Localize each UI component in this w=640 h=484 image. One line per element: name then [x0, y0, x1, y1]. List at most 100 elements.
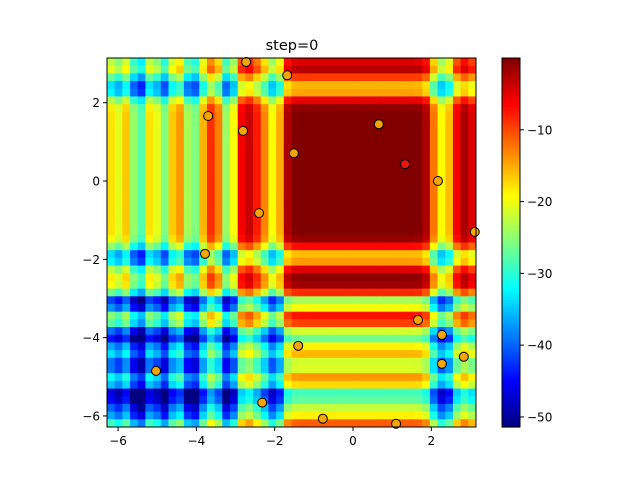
heatmap-cell [130, 196, 139, 205]
heatmap-cell [306, 211, 316, 220]
heatmap-cell [168, 181, 177, 190]
heatmap-cell [191, 403, 200, 413]
heatmap-cell [468, 142, 477, 151]
heatmap-cell [176, 173, 185, 182]
heatmap-cell [399, 211, 408, 220]
heatmap-cell [199, 342, 208, 351]
heatmap-cell [122, 188, 131, 197]
heatmap-cell [276, 173, 285, 182]
colorbar-segment [502, 179, 520, 183]
heatmap-cell [199, 73, 208, 82]
heatmap-cell [222, 119, 231, 128]
colorbar-segment [502, 418, 520, 422]
heatmap-cell [452, 242, 462, 251]
heatmap-cell [337, 380, 346, 390]
heatmap-cell [360, 296, 369, 305]
heatmap-cell [237, 65, 246, 74]
heatmap-cell [206, 265, 216, 274]
heatmap-cell [222, 319, 231, 328]
heatmap-cell [283, 257, 292, 267]
heatmap-cell [383, 311, 392, 320]
heatmap-cell [122, 127, 131, 136]
heatmap-cell [130, 134, 139, 144]
heatmap-cell [253, 411, 262, 420]
heatmap-cell [291, 388, 300, 397]
heatmap-cell [245, 165, 254, 174]
heatmap-cell [237, 181, 246, 190]
heatmap-cell [360, 81, 369, 90]
heatmap-cell [460, 319, 469, 328]
heatmap-cell [422, 265, 431, 274]
heatmap-cell [276, 134, 285, 144]
heatmap-cell [353, 365, 362, 374]
heatmap-cell [291, 196, 300, 205]
colorbar-segment [502, 386, 520, 391]
heatmap-cell [137, 365, 146, 374]
heatmap-cell [230, 150, 239, 159]
colorbar-segment [502, 95, 520, 99]
heatmap-cell [345, 257, 354, 267]
heatmap-cell [214, 219, 223, 228]
heatmap-cell [214, 396, 223, 405]
heatmap-cell [445, 365, 454, 374]
heatmap-cell [245, 150, 254, 159]
heatmap-cell [283, 196, 292, 205]
heatmap-cell [107, 150, 116, 159]
heatmap-cell [114, 173, 123, 182]
heatmap-cell [383, 365, 392, 374]
heatmap-cell [383, 127, 392, 136]
heatmap-cell [107, 81, 116, 90]
heatmap-cell [437, 111, 446, 120]
heatmap-cell [114, 411, 123, 420]
heatmap-cell [429, 134, 439, 144]
heatmap-cell [276, 403, 285, 413]
heatmap-cell [376, 234, 385, 243]
heatmap-cell [329, 65, 339, 74]
heatmap-cell [406, 104, 415, 113]
heatmap-cell [137, 234, 146, 243]
heatmap-cell [107, 357, 116, 366]
heatmap-cell [137, 403, 146, 413]
heatmap-cell [437, 365, 446, 374]
heatmap-cell [445, 142, 454, 151]
heatmap-cell [214, 204, 223, 213]
heatmap-cell [291, 411, 300, 420]
heatmap-cell [130, 227, 139, 236]
heatmap-cell [329, 388, 339, 397]
heatmap-cell [199, 280, 208, 290]
heatmap-cell [437, 127, 446, 136]
heatmap-cell [199, 127, 208, 136]
heatmap-cell [337, 265, 346, 274]
heatmap-cell [345, 165, 354, 174]
heatmap-cell [322, 165, 331, 174]
heatmap-cell [460, 196, 469, 205]
heatmap-cell [391, 188, 400, 197]
heatmap-cell [114, 403, 123, 413]
heatmap-cell [183, 265, 193, 274]
heatmap-cell [429, 219, 439, 228]
heatmap-cell [176, 165, 185, 174]
heatmap-cell [452, 219, 462, 228]
heatmap-cell [414, 250, 423, 259]
heatmap-cell [237, 242, 246, 251]
heatmap-cell [191, 350, 200, 359]
heatmap-cell [183, 350, 193, 359]
heatmap-cell [191, 419, 200, 428]
heatmap-cell [360, 58, 369, 67]
colorbar-frame [501, 57, 521, 428]
heatmap-cell [114, 111, 123, 120]
heatmap-cell [253, 181, 262, 190]
heatmap-cell [422, 88, 431, 97]
heatmap-cell [353, 81, 362, 90]
heatmap-cell [329, 58, 339, 67]
heatmap-cell [314, 127, 323, 136]
heatmap-cell [345, 134, 354, 144]
heatmap-cell [306, 65, 316, 74]
heatmap-cell [176, 388, 185, 397]
heatmap-cell [460, 257, 469, 267]
heatmap-cell [245, 111, 254, 120]
heatmap-cell [122, 65, 131, 74]
heatmap-cell [137, 142, 146, 151]
heatmap-cell [329, 165, 339, 174]
heatmap-cell [391, 327, 400, 336]
